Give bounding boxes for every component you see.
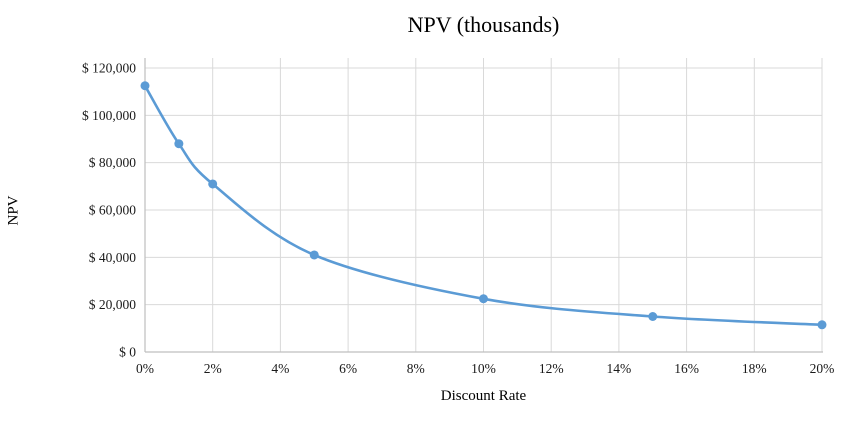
y-tick-label: $ 40,000	[89, 250, 137, 265]
x-tick-label: 14%	[607, 361, 632, 376]
data-point-marker	[817, 320, 827, 330]
x-tick-label: 12%	[539, 361, 564, 376]
x-tick-label: 10%	[471, 361, 496, 376]
data-point-marker	[648, 312, 658, 321]
y-tick-label: $ 80,000	[89, 155, 137, 170]
npv-series-line	[143, 84, 824, 327]
y-tick-label: $ 120,000	[82, 61, 136, 76]
x-tick-label: 2%	[204, 361, 222, 376]
data-point-marker	[208, 179, 218, 189]
y-tick-label: $ 0	[119, 345, 136, 360]
x-tick-label: 6%	[339, 361, 357, 376]
x-tick-label: 0%	[136, 361, 154, 376]
y-axis-title: NPV	[5, 195, 22, 226]
data-point-marker	[309, 250, 319, 260]
x-tick-label: 16%	[674, 361, 699, 376]
y-tick-label: $ 100,000	[82, 108, 136, 123]
x-tick-label: 8%	[407, 361, 425, 376]
data-point-marker	[140, 81, 150, 91]
x-tick-label: 4%	[271, 361, 289, 376]
y-tick-label: $ 20,000	[89, 297, 137, 312]
data-point-marker	[479, 294, 488, 304]
chart-title: NPV (thousands)	[407, 12, 560, 37]
x-axis-title: Discount Rate	[440, 388, 527, 404]
y-tick-label: $ 60,000	[89, 203, 137, 218]
x-tick-label: 20%	[810, 361, 835, 376]
data-point-marker	[174, 139, 184, 149]
x-tick-label: 18%	[742, 361, 767, 376]
